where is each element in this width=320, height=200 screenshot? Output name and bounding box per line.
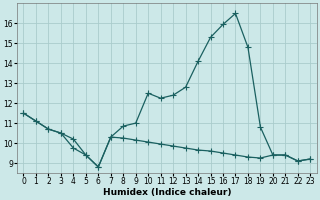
X-axis label: Humidex (Indice chaleur): Humidex (Indice chaleur) — [103, 188, 231, 197]
